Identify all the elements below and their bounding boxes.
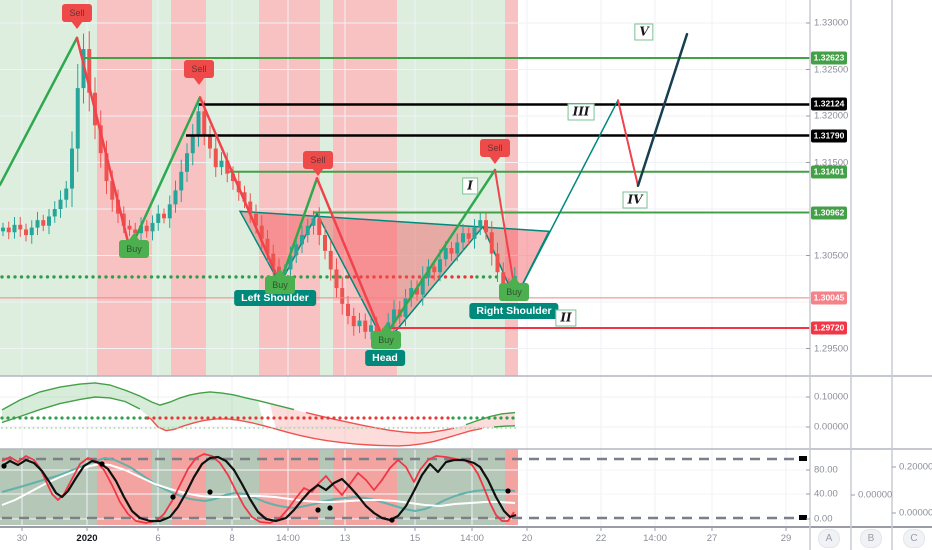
buy-tag[interactable]: Buy [119,233,149,258]
time-axis-label: 13 [339,533,351,544]
price-level-badge: 1.32623 [811,51,847,65]
price-axis-label: 1.32500 [814,64,849,75]
pane-button-a[interactable]: A [818,529,840,548]
stoch-axis-label: 0.00 [814,513,833,525]
sell-tag[interactable]: Sell [184,60,214,85]
label-left-shoulder[interactable]: Left Shoulder [234,290,316,306]
time-axis-label: 14:00 [276,533,300,544]
pane-button-c[interactable]: C [903,529,925,548]
buy-tag-pointer-icon [508,276,520,284]
wave-label-4[interactable]: IV [622,191,648,209]
time-axis-label: 6 [155,533,161,544]
time-axis-label: 2020 [76,533,98,544]
time-axis-label: 22 [595,533,607,544]
price-axis-label: 1.32000 [814,110,849,122]
wave-label-5[interactable]: V [634,23,654,41]
price-axis-label: 1.31500 [814,157,849,168]
pane-button-b[interactable]: B [860,529,882,548]
time-axis-label: 20 [521,533,533,544]
stochastic-indicator[interactable] [1,453,807,524]
price-axis-label: 1.29500 [814,343,849,354]
label-right-shoulder[interactable]: Right Shoulder [469,303,559,319]
time-axis-label: 27 [706,533,718,544]
stoch-axis-label: 80.00 [814,464,838,476]
buy-tag[interactable]: Buy [371,324,401,349]
time-axis-label: 8 [229,533,235,544]
pane-b-axis-label: 0.00000 [858,489,893,501]
buy-tag[interactable]: Buy [265,269,295,294]
price-level-badge: 1.30962 [811,206,847,220]
candles [1,31,517,349]
sell-tag[interactable]: Sell [303,151,333,176]
time-axis-label: 29 [780,533,792,544]
wave-label-1[interactable]: I [462,177,478,195]
time-axis-label: 30 [16,533,28,544]
time-axis-label: 14:00 [460,533,484,544]
time-axis-label: 14:00 [643,533,667,544]
buy-tag-pointer-icon [380,324,392,332]
price-level-badge: 1.30045 [811,291,847,305]
sell-tag[interactable]: Sell [480,139,510,164]
price-level-badge: 1.31401 [811,165,847,179]
price-level-badge: 1.31790 [811,129,847,143]
price-level-badge: 1.29720 [811,321,847,335]
wave-label-3[interactable]: III [567,103,595,121]
sell-tag-pointer-icon [489,156,501,164]
macd-axis-label: 0.00000 [814,421,849,433]
buy-tag-pointer-icon [128,233,140,241]
stoch-axis-label: 40.00 [814,488,838,500]
buy-tag[interactable]: Buy [499,276,529,301]
pane-c-axis-label: 0.20000 [899,461,932,473]
label-head[interactable]: Head [365,350,405,366]
wave-label-2[interactable]: II [555,309,577,327]
macd-indicator[interactable] [0,382,516,447]
sell-tag-pointer-icon [312,168,324,176]
sell-tag-pointer-icon [193,77,205,85]
buy-tag-pointer-icon [274,269,286,277]
price-axis-label: 1.30500 [814,250,849,261]
price-levels[interactable] [0,57,810,330]
price-axis-label: 1.33000 [814,17,849,29]
price-level-badge: 1.32124 [811,97,847,111]
macd-axis-label: 0.10000 [814,391,849,403]
sell-tag[interactable]: Sell [62,4,92,29]
sell-tag-pointer-icon [71,21,83,29]
time-axis-label: 15 [409,533,421,544]
pane-c-axis-label: 0.00000 [899,507,932,519]
